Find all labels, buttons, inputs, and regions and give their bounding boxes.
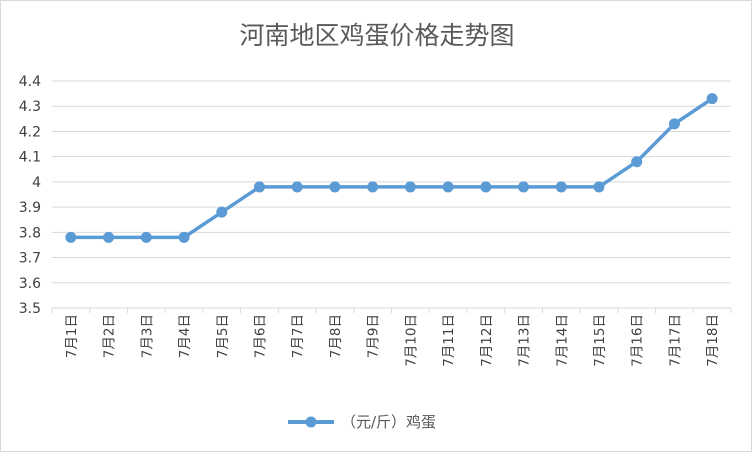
y-tick-label: 4 — [32, 175, 41, 191]
data-point — [103, 231, 115, 243]
y-tick-label: 3.5 — [19, 301, 41, 317]
data-point — [668, 118, 680, 130]
y-axis-ticks: 3.5 3.6 3.7 3.8 3.9 4 4.1 4.2 4.3 4.4 — [19, 74, 41, 317]
legend-marker — [305, 416, 317, 428]
data-point — [65, 231, 77, 243]
data-point — [291, 181, 303, 193]
x-tick-label: 7月15日 — [592, 314, 608, 367]
x-tick-label: 7月12日 — [479, 314, 495, 367]
x-tick-label: 7月7日 — [290, 314, 306, 358]
data-point — [140, 231, 152, 243]
x-tick-label: 7月17日 — [667, 314, 683, 367]
data-point — [442, 181, 454, 193]
x-tick-label: 7月4日 — [177, 314, 193, 358]
x-tick-label: 7月9日 — [366, 314, 382, 358]
y-tick-label: 3.6 — [19, 276, 41, 292]
y-tick-label: 3.9 — [19, 200, 41, 216]
y-tick-label: 4.4 — [19, 74, 41, 90]
data-point — [706, 93, 718, 105]
x-tick-label: 7月6日 — [252, 314, 268, 358]
gridlines — [52, 80, 731, 284]
x-axis-ticks: 7月1日 7月2日 7月3日 7月4日 7月5日 7月6日 7月7日 7月8日 7月9日 7月10… — [64, 314, 721, 367]
data-point — [216, 206, 228, 218]
x-tick-label: 7月16日 — [630, 314, 646, 367]
data-point — [367, 181, 379, 193]
x-tick-label: 7月18日 — [705, 314, 721, 367]
data-point — [518, 181, 530, 193]
data-point — [593, 181, 605, 193]
x-axis — [51, 307, 732, 313]
x-tick-label: 7月11日 — [441, 314, 457, 367]
data-point — [253, 181, 265, 193]
x-tick-label: 7月3日 — [139, 314, 155, 358]
data-point — [329, 181, 341, 193]
x-tick-label: 7月5日 — [215, 314, 231, 358]
x-tick-label: 7月8日 — [328, 314, 344, 358]
x-tick-label: 7月13日 — [517, 314, 533, 367]
legend-label: （元/斤）鸡蛋 — [341, 413, 436, 431]
data-point — [555, 181, 567, 193]
chart-title: 河南地区鸡蛋价格走势图 — [239, 21, 514, 50]
data-point — [631, 156, 643, 168]
x-tick-label: 7月10日 — [403, 314, 419, 367]
series-line — [65, 93, 718, 243]
y-tick-label: 4.3 — [19, 99, 41, 115]
y-tick-label: 3.8 — [19, 225, 41, 241]
data-point — [404, 181, 416, 193]
data-point — [178, 231, 190, 243]
series-line-path — [69, 96, 714, 240]
x-tick-label: 7月1日 — [64, 314, 80, 358]
y-tick-label: 3.7 — [19, 251, 41, 267]
legend: （元/斤）鸡蛋 — [288, 413, 436, 431]
x-tick-label: 7月14日 — [554, 314, 570, 367]
y-tick-label: 4.1 — [19, 150, 41, 166]
data-point — [480, 181, 492, 193]
y-tick-label: 4.2 — [19, 124, 41, 140]
x-tick-label: 7月2日 — [102, 314, 118, 358]
